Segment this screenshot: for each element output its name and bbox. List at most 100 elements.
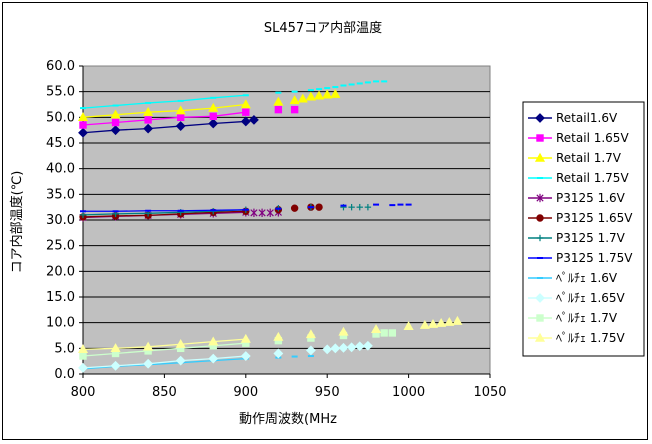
legend-marker bbox=[536, 234, 544, 242]
series-11 bbox=[77, 315, 463, 354]
legend-item: ﾍﾟﾙﾁｪ 1.75V bbox=[528, 331, 626, 345]
data-point bbox=[77, 344, 89, 354]
legend-item: P3125 1.7V bbox=[528, 231, 626, 245]
data-point bbox=[289, 95, 300, 105]
data-point bbox=[240, 333, 251, 343]
y-tick-label: 60.0 bbox=[46, 59, 75, 74]
y-tick-label: 35.0 bbox=[46, 187, 75, 202]
legend-label: P3125 1.75V bbox=[556, 251, 633, 265]
data-point bbox=[290, 105, 299, 114]
legend-label: Retail1.6V bbox=[556, 111, 618, 125]
y-tick-label: 15.0 bbox=[46, 290, 75, 305]
data-point bbox=[79, 121, 87, 129]
x-tick-label: 800 bbox=[71, 385, 96, 400]
x-tick-label: 1050 bbox=[473, 385, 506, 400]
data-point bbox=[315, 203, 323, 211]
data-point bbox=[208, 336, 219, 346]
legend-item: P3125 1.6V bbox=[528, 191, 626, 205]
legend-item: P3125 1.75V bbox=[528, 251, 633, 265]
data-point bbox=[175, 355, 186, 366]
data-point bbox=[322, 344, 333, 355]
data-point bbox=[78, 362, 88, 373]
y-tick-label: 5.0 bbox=[54, 341, 75, 356]
data-point bbox=[419, 320, 430, 329]
data-point bbox=[330, 343, 341, 354]
series-line bbox=[82, 355, 246, 369]
y-tick-label: 25.0 bbox=[46, 239, 75, 254]
data-point bbox=[362, 340, 373, 351]
x-tick-label: 850 bbox=[152, 385, 177, 400]
legend-label: P3125 1.7V bbox=[556, 231, 626, 245]
series-line bbox=[82, 210, 246, 218]
data-point bbox=[305, 91, 316, 101]
chart-svg: SL457コア内部温度 動作周波数(MHz コア内部温度(℃) 0.0 5.0 10… bbox=[9, 20, 645, 427]
data-point bbox=[208, 353, 219, 364]
data-point bbox=[143, 358, 154, 369]
data-point bbox=[77, 112, 89, 122]
data-point bbox=[305, 329, 316, 339]
data-point bbox=[364, 203, 372, 211]
data-point bbox=[427, 318, 439, 328]
data-point bbox=[208, 102, 219, 112]
series-line bbox=[82, 94, 246, 109]
series-line bbox=[82, 342, 246, 357]
series-line bbox=[82, 209, 246, 216]
data-point bbox=[314, 90, 325, 100]
legend-marker bbox=[536, 193, 544, 203]
data-point bbox=[143, 106, 154, 116]
plot-area: 0.0 5.0 10.0 15.0 20.0 25.0 30.0 35.0 40.0 45.0 50… bbox=[46, 59, 507, 400]
x-axis-label: 動作周波数(MHz bbox=[239, 412, 337, 427]
data-point bbox=[175, 339, 186, 348]
data-point bbox=[110, 125, 121, 136]
series-7 bbox=[80, 203, 412, 213]
data-point bbox=[338, 342, 349, 353]
legend-marker bbox=[535, 113, 545, 123]
legend-item: Retail 1.65V bbox=[528, 131, 629, 145]
data-point bbox=[110, 109, 121, 119]
data-point bbox=[258, 208, 266, 218]
legend-item: Retail 1.7V bbox=[528, 151, 622, 165]
data-point bbox=[444, 316, 455, 326]
data-point bbox=[452, 315, 463, 325]
data-point bbox=[78, 127, 88, 138]
x-tick-label: 950 bbox=[315, 385, 340, 400]
legend-marker bbox=[535, 293, 545, 303]
data-point bbox=[175, 105, 186, 115]
data-point bbox=[322, 89, 333, 99]
legend-label: P3125 1.65V bbox=[556, 211, 633, 225]
data-point bbox=[210, 208, 217, 215]
legend-item: ﾍﾟﾙﾁｪ 1.7V bbox=[528, 311, 618, 325]
chart-frame: SL457コア内部温度 動作周波数(MHz コア内部温度(℃) 0.0 5.0 10… bbox=[2, 2, 648, 440]
data-point bbox=[240, 99, 251, 109]
legend-item: Retail 1.75V bbox=[528, 171, 629, 185]
legend-marker bbox=[536, 134, 544, 142]
legend-marker bbox=[536, 314, 544, 322]
legend-item: ﾍﾟﾙﾁｪ 1.65V bbox=[528, 291, 626, 305]
data-point bbox=[306, 345, 316, 356]
data-point bbox=[273, 348, 284, 359]
data-point bbox=[175, 121, 186, 131]
data-point bbox=[242, 108, 250, 116]
y-tick-label: 50.0 bbox=[46, 110, 75, 125]
legend-marker bbox=[534, 332, 546, 342]
data-point bbox=[240, 116, 251, 127]
data-point bbox=[240, 351, 251, 361]
legend-label: P3125 1.6V bbox=[556, 191, 626, 205]
series-line bbox=[82, 111, 246, 126]
y-tick-label: 45.0 bbox=[46, 136, 75, 151]
data-point bbox=[297, 93, 308, 103]
series-line bbox=[83, 209, 246, 212]
y-tick-label: 10.0 bbox=[46, 316, 75, 331]
legend-label: ﾍﾟﾙﾁｪ 1.75V bbox=[556, 331, 626, 345]
data-point bbox=[266, 208, 274, 218]
data-point bbox=[110, 343, 121, 353]
data-point bbox=[380, 329, 388, 337]
series-0 bbox=[78, 114, 259, 138]
data-point bbox=[143, 123, 154, 134]
legend-item: ﾍﾟﾙﾁｪ 1.6V bbox=[528, 271, 618, 285]
data-point bbox=[250, 208, 258, 218]
data-point bbox=[338, 326, 349, 336]
legend-label: ﾍﾟﾙﾁｪ 1.7V bbox=[556, 311, 618, 325]
data-point bbox=[79, 211, 87, 219]
legend-marker bbox=[536, 214, 544, 222]
